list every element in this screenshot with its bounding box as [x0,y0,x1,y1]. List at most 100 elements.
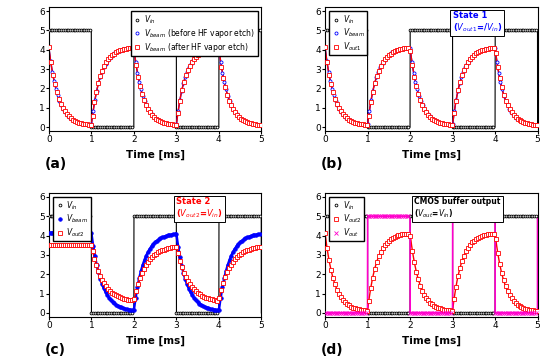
$V_{out1}$ [322,45,329,50]
X-axis label: Time [ms]: Time [ms] [402,336,461,346]
$V_{beam}$ (before HF vapor etch) [46,45,52,50]
X-axis label: Time [ms]: Time [ms] [125,336,185,346]
Line: $V_{in}$: $V_{in}$ [324,215,537,314]
$V_{in}$ [214,311,220,315]
$V_{beam}$ (before HF vapor etch) [256,123,263,127]
Line: $V_{out2}$: $V_{out2}$ [47,244,263,302]
Line: $V_{out}$: $V_{out}$ [323,214,538,315]
$V_{in}$ [165,28,171,32]
Text: (c): (c) [45,343,66,357]
$V_{beam}$ (before HF vapor etch) [191,57,197,61]
$V_{out2}$ [79,243,86,247]
$V_{out}$ [527,311,534,315]
$V_{beam}$ [191,296,197,300]
$V_{out2}$ [67,243,74,247]
$V_{out2}$ [504,289,511,293]
Line: $V_{beam}$: $V_{beam}$ [47,231,261,312]
$V_{out1}$ [534,123,541,127]
$V_{beam}$ (after HF vapor etch) [254,122,261,127]
$V_{beam}$ [467,57,473,61]
$V_{in}$ [88,311,94,315]
Text: State 2
($V_{out2}$=$V_{in}$): State 2 ($V_{out2}$=$V_{in}$) [176,197,223,220]
Legend: $V_{in}$, $V_{beam}$, $V_{out2}$: $V_{in}$, $V_{beam}$, $V_{out2}$ [53,197,91,241]
$V_{in}$ [469,311,475,315]
$V_{in}$ [440,214,447,218]
Line: $V_{beam}$: $V_{beam}$ [324,46,538,126]
$V_{out2}$ [534,309,541,313]
$V_{in}$ [469,125,475,129]
$V_{in}$ [104,311,111,315]
$V_{beam}$ (after HF vapor etch) [67,116,74,120]
$V_{in}$ [380,125,387,129]
$V_{beam}$ [533,123,539,127]
$V_{in}$ [46,214,52,218]
$V_{out}$ [533,311,539,315]
$V_{in}$ [88,125,94,129]
$V_{out2}$ [490,231,497,236]
$V_{out2}$ [421,292,427,297]
$V_{out2}$ [530,308,536,312]
$V_{beam}$ (after HF vapor etch) [46,45,52,50]
$V_{in}$ [527,214,534,218]
$V_{beam}$ [378,62,385,66]
$V_{out2}$ [46,243,52,247]
$V_{beam}$ (after HF vapor etch) [228,103,235,108]
$V_{beam}$ (before HF vapor etch) [90,109,97,113]
$V_{in}$ [193,125,199,129]
$V_{in}$ [440,28,447,32]
$V_{beam}$ (before HF vapor etch) [249,122,256,126]
Legend: $V_{in}$, $V_{beam}$, $V_{out1}$: $V_{in}$, $V_{beam}$, $V_{out1}$ [329,11,367,55]
Line: $V_{in}$: $V_{in}$ [324,29,537,129]
Text: CMOS buffer output
($V_{out}$=$V_{in}$): CMOS buffer output ($V_{out}$=$V_{in}$) [414,197,501,220]
Text: (b): (b) [321,157,344,171]
$V_{out}$ [490,214,497,218]
Text: State 1
($V_{out1}$=/$V_{in}$): State 1 ($V_{out1}$=/$V_{in}$) [452,11,502,34]
X-axis label: Time [ms]: Time [ms] [402,150,461,160]
$V_{beam}$ [322,45,329,50]
$V_{out2}$ [256,245,262,249]
Text: (d): (d) [321,343,344,357]
$V_{in}$ [380,311,387,315]
$V_{out}$ [380,214,387,218]
Line: $V_{in}$: $V_{in}$ [47,29,261,129]
$V_{in}$ [364,125,371,129]
$V_{beam}$ (after HF vapor etch) [145,107,151,111]
$V_{out2}$ [322,231,329,235]
$V_{in}$ [256,214,263,218]
$V_{out1}$ [421,107,427,111]
$V_{out}$ [469,214,475,218]
$V_{in}$ [368,311,375,315]
$V_{beam}$ [526,122,532,126]
$V_{in}$ [527,28,534,32]
$V_{out1}$ [356,122,362,126]
$V_{in}$ [322,214,329,218]
$V_{out1}$ [530,122,536,127]
$V_{beam}$ [162,234,169,238]
$V_{in}$ [251,28,257,32]
$V_{in}$ [193,311,199,315]
$V_{in}$ [92,125,98,129]
$V_{in}$ [214,125,220,129]
$V_{in}$ [368,125,375,129]
$V_{beam}$ [212,308,219,312]
$V_{out2}$ [258,245,264,249]
$V_{out2}$ [344,302,350,306]
$V_{in}$ [490,125,497,129]
$V_{in}$ [46,28,52,32]
$V_{out}$ [322,311,329,315]
Line: $V_{beam}$ (before HF vapor etch): $V_{beam}$ (before HF vapor etch) [47,46,261,126]
Line: $V_{in}$: $V_{in}$ [47,215,261,314]
X-axis label: Time [ms]: Time [ms] [125,150,185,160]
$V_{in}$ [533,214,539,218]
Legend: $V_{in}$, $V_{beam}$ (before HF vapor etch), $V_{beam}$ (after HF vapor etch): $V_{in}$, $V_{beam}$ (before HF vapor et… [130,11,257,57]
$V_{in}$ [322,28,329,32]
$V_{out2}$ [145,260,151,264]
Legend: $V_{in}$, $V_{out2}$, $V_{out}$: $V_{in}$, $V_{out2}$, $V_{out}$ [329,197,364,241]
$V_{in}$ [165,214,171,218]
$V_{out1}$ [504,103,511,108]
$V_{beam}$ [214,308,220,312]
$V_{beam}$ [90,243,97,248]
$V_{in}$ [490,311,497,315]
$V_{in}$ [104,125,111,129]
Line: $V_{beam}$ (after HF vapor etch): $V_{beam}$ (after HF vapor etch) [47,46,263,126]
